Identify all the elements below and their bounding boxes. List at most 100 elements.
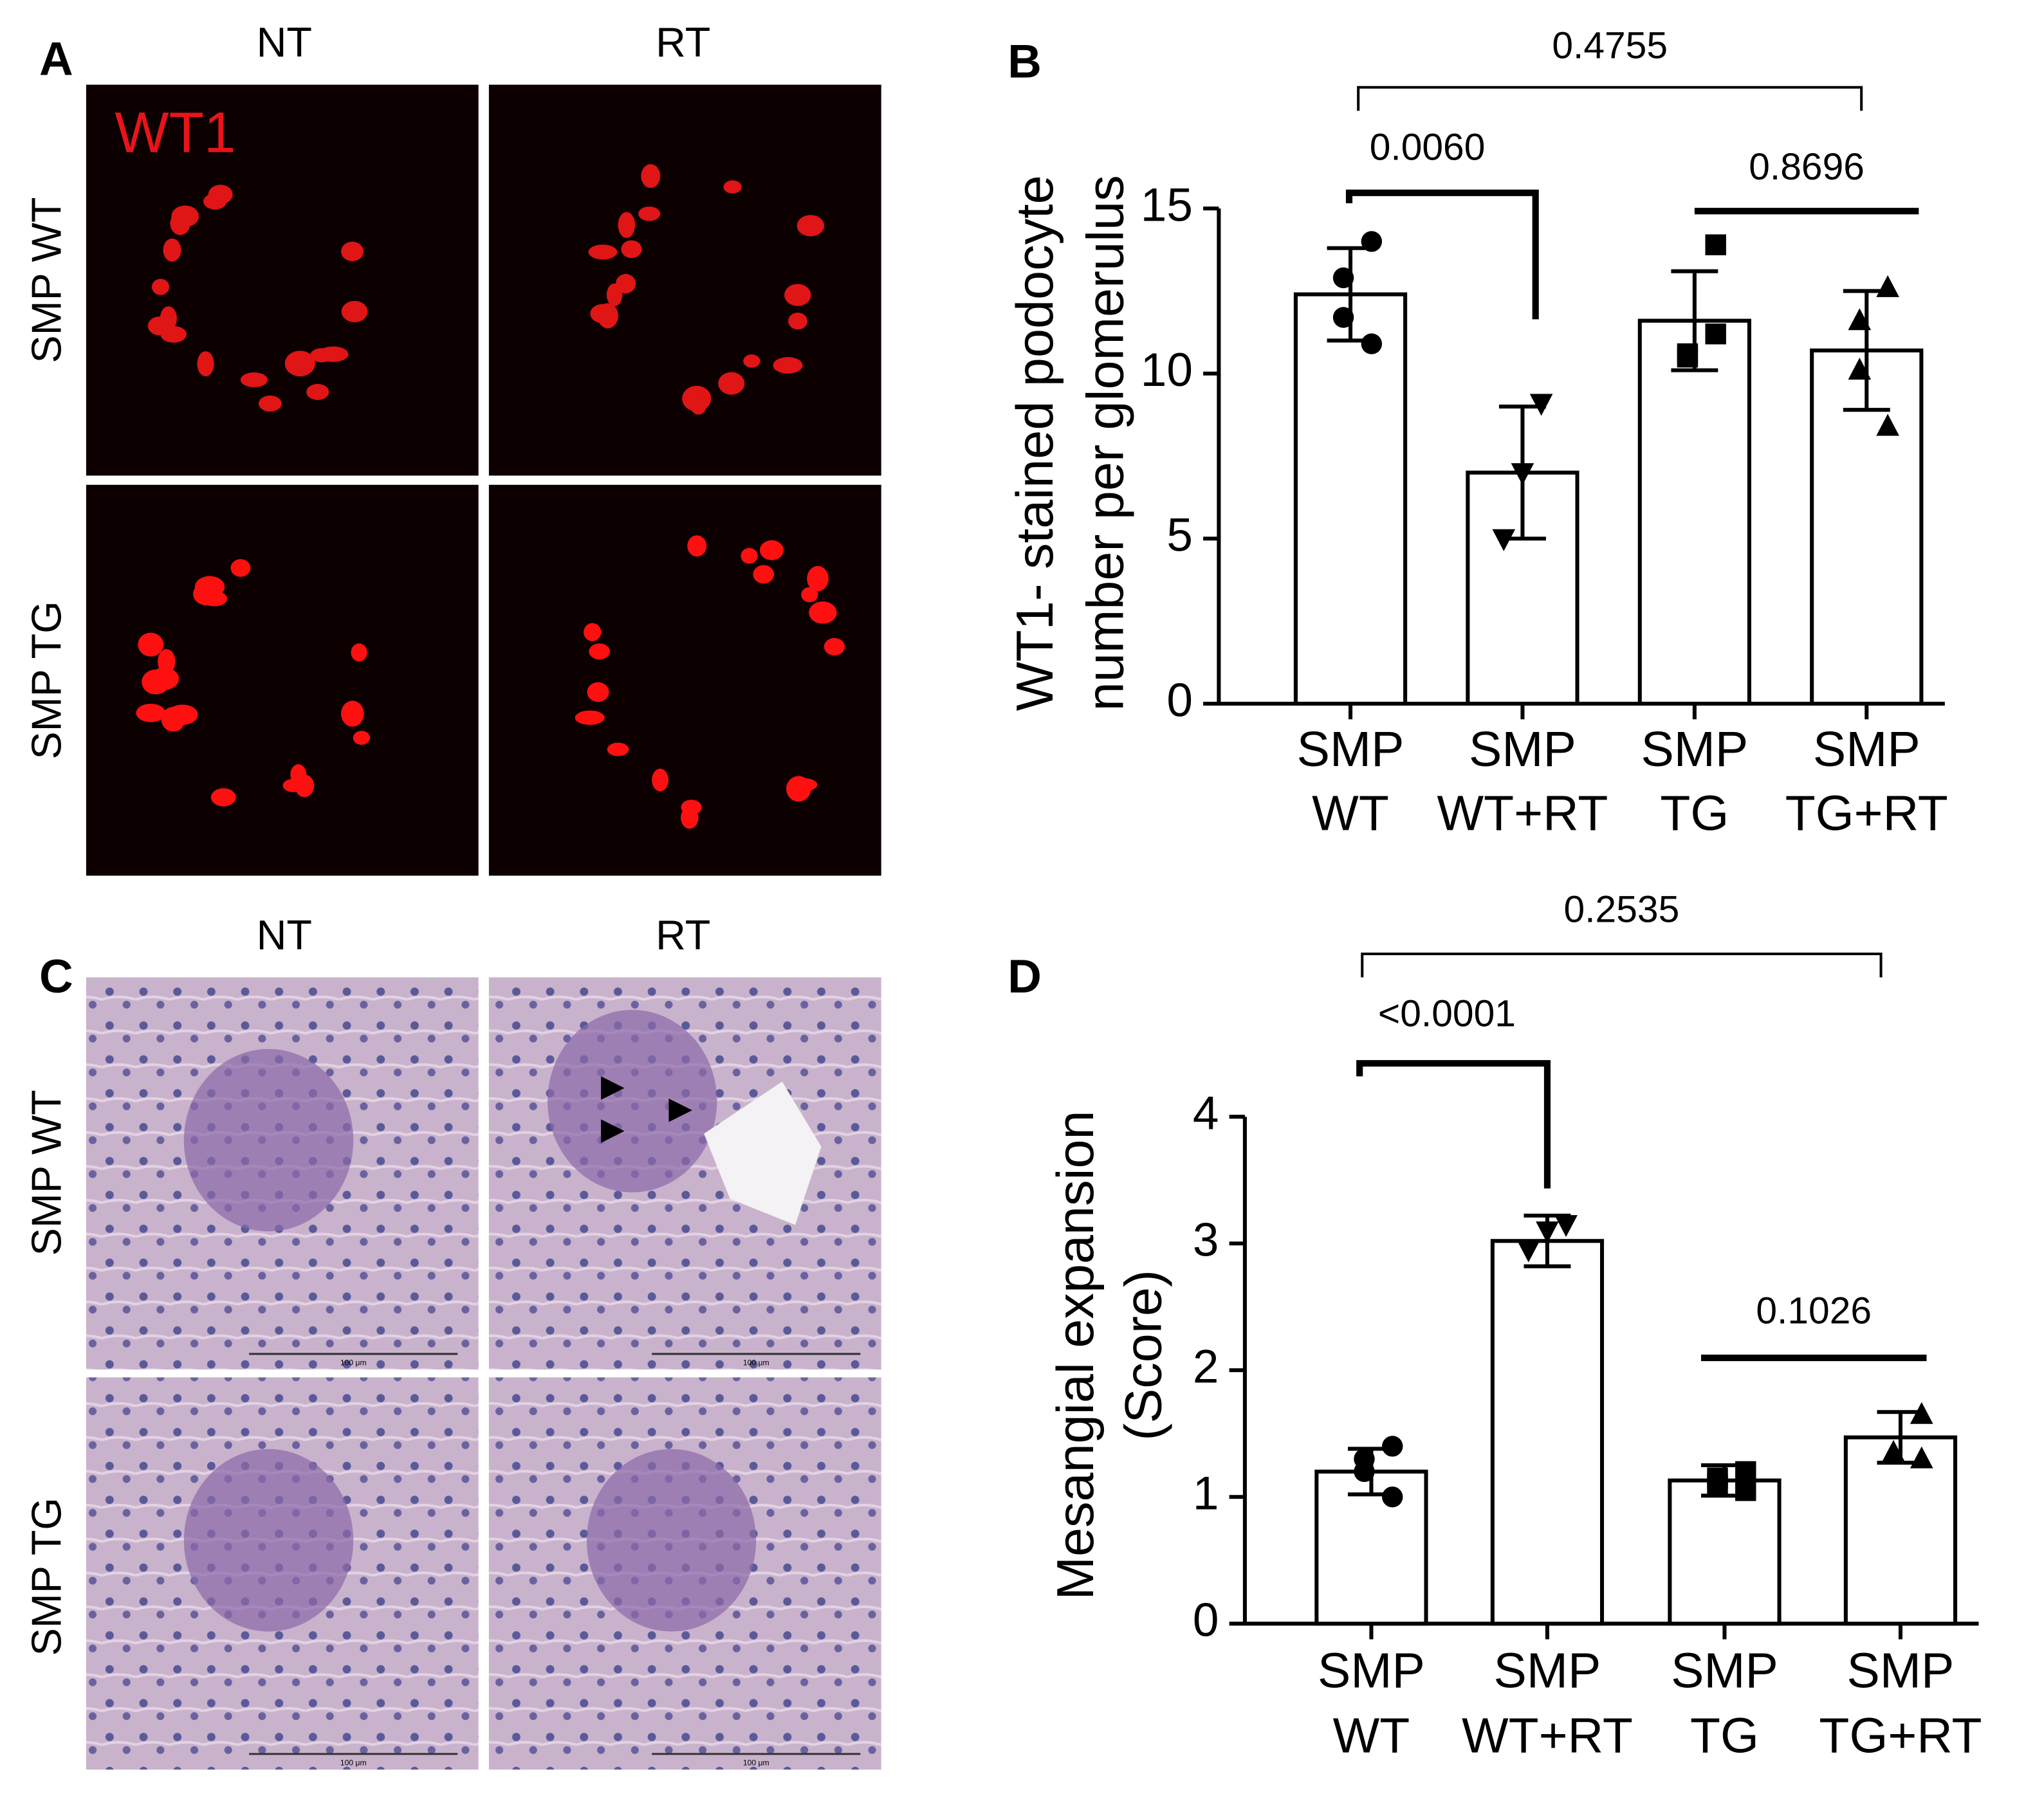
- data-point: [1554, 1215, 1578, 1238]
- y-tick-label: 5: [1166, 509, 1193, 562]
- nucleus: [641, 164, 661, 188]
- nucleus: [753, 565, 775, 584]
- nucleus: [210, 788, 236, 807]
- data-point: [1910, 1446, 1933, 1468]
- data-point: [1876, 275, 1899, 297]
- p-value: 0.4755: [1552, 24, 1668, 66]
- nucleus: [201, 590, 228, 607]
- y-axis-label: (Score): [1114, 1270, 1172, 1441]
- significance-bracket: [1345, 189, 1539, 320]
- nucleus: [167, 704, 198, 725]
- scale-bar-label: 100 μm: [340, 1358, 367, 1367]
- panel-label: B: [1008, 36, 1042, 88]
- nucleus: [310, 348, 333, 363]
- nucleus: [136, 704, 166, 722]
- nucleus: [718, 372, 745, 395]
- y-axis-label: Mesangial expansion: [1047, 1110, 1105, 1600]
- y-tick-label: 3: [1193, 1214, 1219, 1266]
- nucleus: [353, 731, 371, 745]
- bar-chart: B WT1- stained podocyte number per glomeru…: [1006, 24, 1948, 841]
- nucleus: [151, 279, 170, 295]
- panel-label: C: [39, 951, 73, 1003]
- x-tick-label: SMP WT+RT: [1462, 1643, 1633, 1764]
- stain-label: WT1: [115, 100, 235, 164]
- nucleus: [801, 587, 818, 603]
- nucleus: [681, 806, 699, 829]
- data-point: [1705, 234, 1726, 255]
- data-point: [1361, 333, 1383, 354]
- x-tick-label: SMP WT+RT: [1437, 722, 1608, 841]
- nucleus: [759, 540, 784, 560]
- panel-label: A: [39, 33, 73, 86]
- glomerulus: [183, 1048, 354, 1232]
- row-label: SMP WT: [23, 197, 69, 363]
- significance-bracket: [1356, 1060, 1551, 1189]
- nucleus: [147, 316, 171, 336]
- nucleus: [741, 547, 758, 564]
- nucleus: [786, 776, 811, 802]
- micrograph: [488, 84, 881, 476]
- y-axis-label: WT1- stained podocyte: [1006, 175, 1064, 711]
- y-axis-label: number per glomerulus: [1077, 175, 1135, 711]
- column-label: RT: [656, 19, 710, 66]
- column-label: NT: [257, 911, 312, 958]
- bar: [1314, 1469, 1428, 1626]
- nucleus: [587, 682, 609, 702]
- data-point: [1707, 1474, 1728, 1495]
- significance-bracket: [1361, 952, 1883, 978]
- data-point: [1354, 1461, 1375, 1483]
- x-tick-label: SMP TG: [1671, 1643, 1778, 1764]
- x-tick-label: SMP WT: [1297, 722, 1404, 841]
- p-value: 0.0060: [1370, 126, 1486, 168]
- column-label: RT: [656, 911, 710, 958]
- nucleus: [197, 351, 214, 377]
- y-tick-label: 2: [1193, 1341, 1219, 1393]
- nucleus: [652, 769, 668, 792]
- nucleus: [149, 667, 180, 690]
- scale-bar-label: 100 μm: [743, 1758, 769, 1767]
- y-tick-label: 0: [1166, 674, 1193, 726]
- data-point: [1882, 1440, 1905, 1462]
- nucleus: [621, 240, 642, 259]
- y-tick-label: 15: [1141, 179, 1193, 231]
- data-point: [1382, 1486, 1403, 1508]
- panel-label: D: [1008, 951, 1042, 1003]
- nucleus: [341, 700, 364, 727]
- data-point: [1705, 323, 1726, 345]
- row-label: SMP WT: [23, 1090, 69, 1256]
- data-point: [1848, 358, 1872, 380]
- row-label: SMP TG: [23, 601, 69, 759]
- nucleus: [171, 205, 199, 227]
- glomerulus: [548, 1010, 717, 1193]
- arrowhead: [601, 1076, 625, 1100]
- nucleus: [687, 535, 707, 557]
- p-value: 0.2535: [1564, 889, 1680, 931]
- bar: [1668, 1478, 1782, 1626]
- scale-bar-label: 100 μm: [743, 1358, 769, 1367]
- nucleus: [773, 357, 803, 374]
- p-value: <0.0001: [1378, 993, 1516, 1035]
- column-label: NT: [257, 19, 312, 66]
- nucleus: [824, 637, 845, 655]
- bar: [1637, 318, 1752, 706]
- lumen: [704, 1081, 822, 1225]
- data-point: [1677, 346, 1699, 368]
- nucleus: [208, 185, 233, 205]
- data-point: [1511, 463, 1534, 486]
- arrowhead: [601, 1119, 625, 1143]
- data-point: [1361, 231, 1383, 252]
- nucleus: [638, 206, 661, 221]
- data-point: [1516, 1240, 1540, 1263]
- nucleus: [589, 643, 611, 660]
- x-tick-label: SMP WT: [1318, 1643, 1425, 1764]
- nucleus: [743, 354, 760, 368]
- p-value: 0.1026: [1756, 1290, 1872, 1332]
- y-tick-label: 1: [1193, 1468, 1219, 1520]
- micrograph: [86, 84, 479, 476]
- x-tick-label: SMP TG: [1641, 722, 1748, 841]
- nucleus: [723, 180, 742, 194]
- y-tick-label: 0: [1193, 1595, 1219, 1647]
- y-tick-label: 10: [1141, 344, 1193, 396]
- data-point: [1529, 394, 1553, 416]
- x-tick-label: SMP TG+RT: [1785, 722, 1948, 841]
